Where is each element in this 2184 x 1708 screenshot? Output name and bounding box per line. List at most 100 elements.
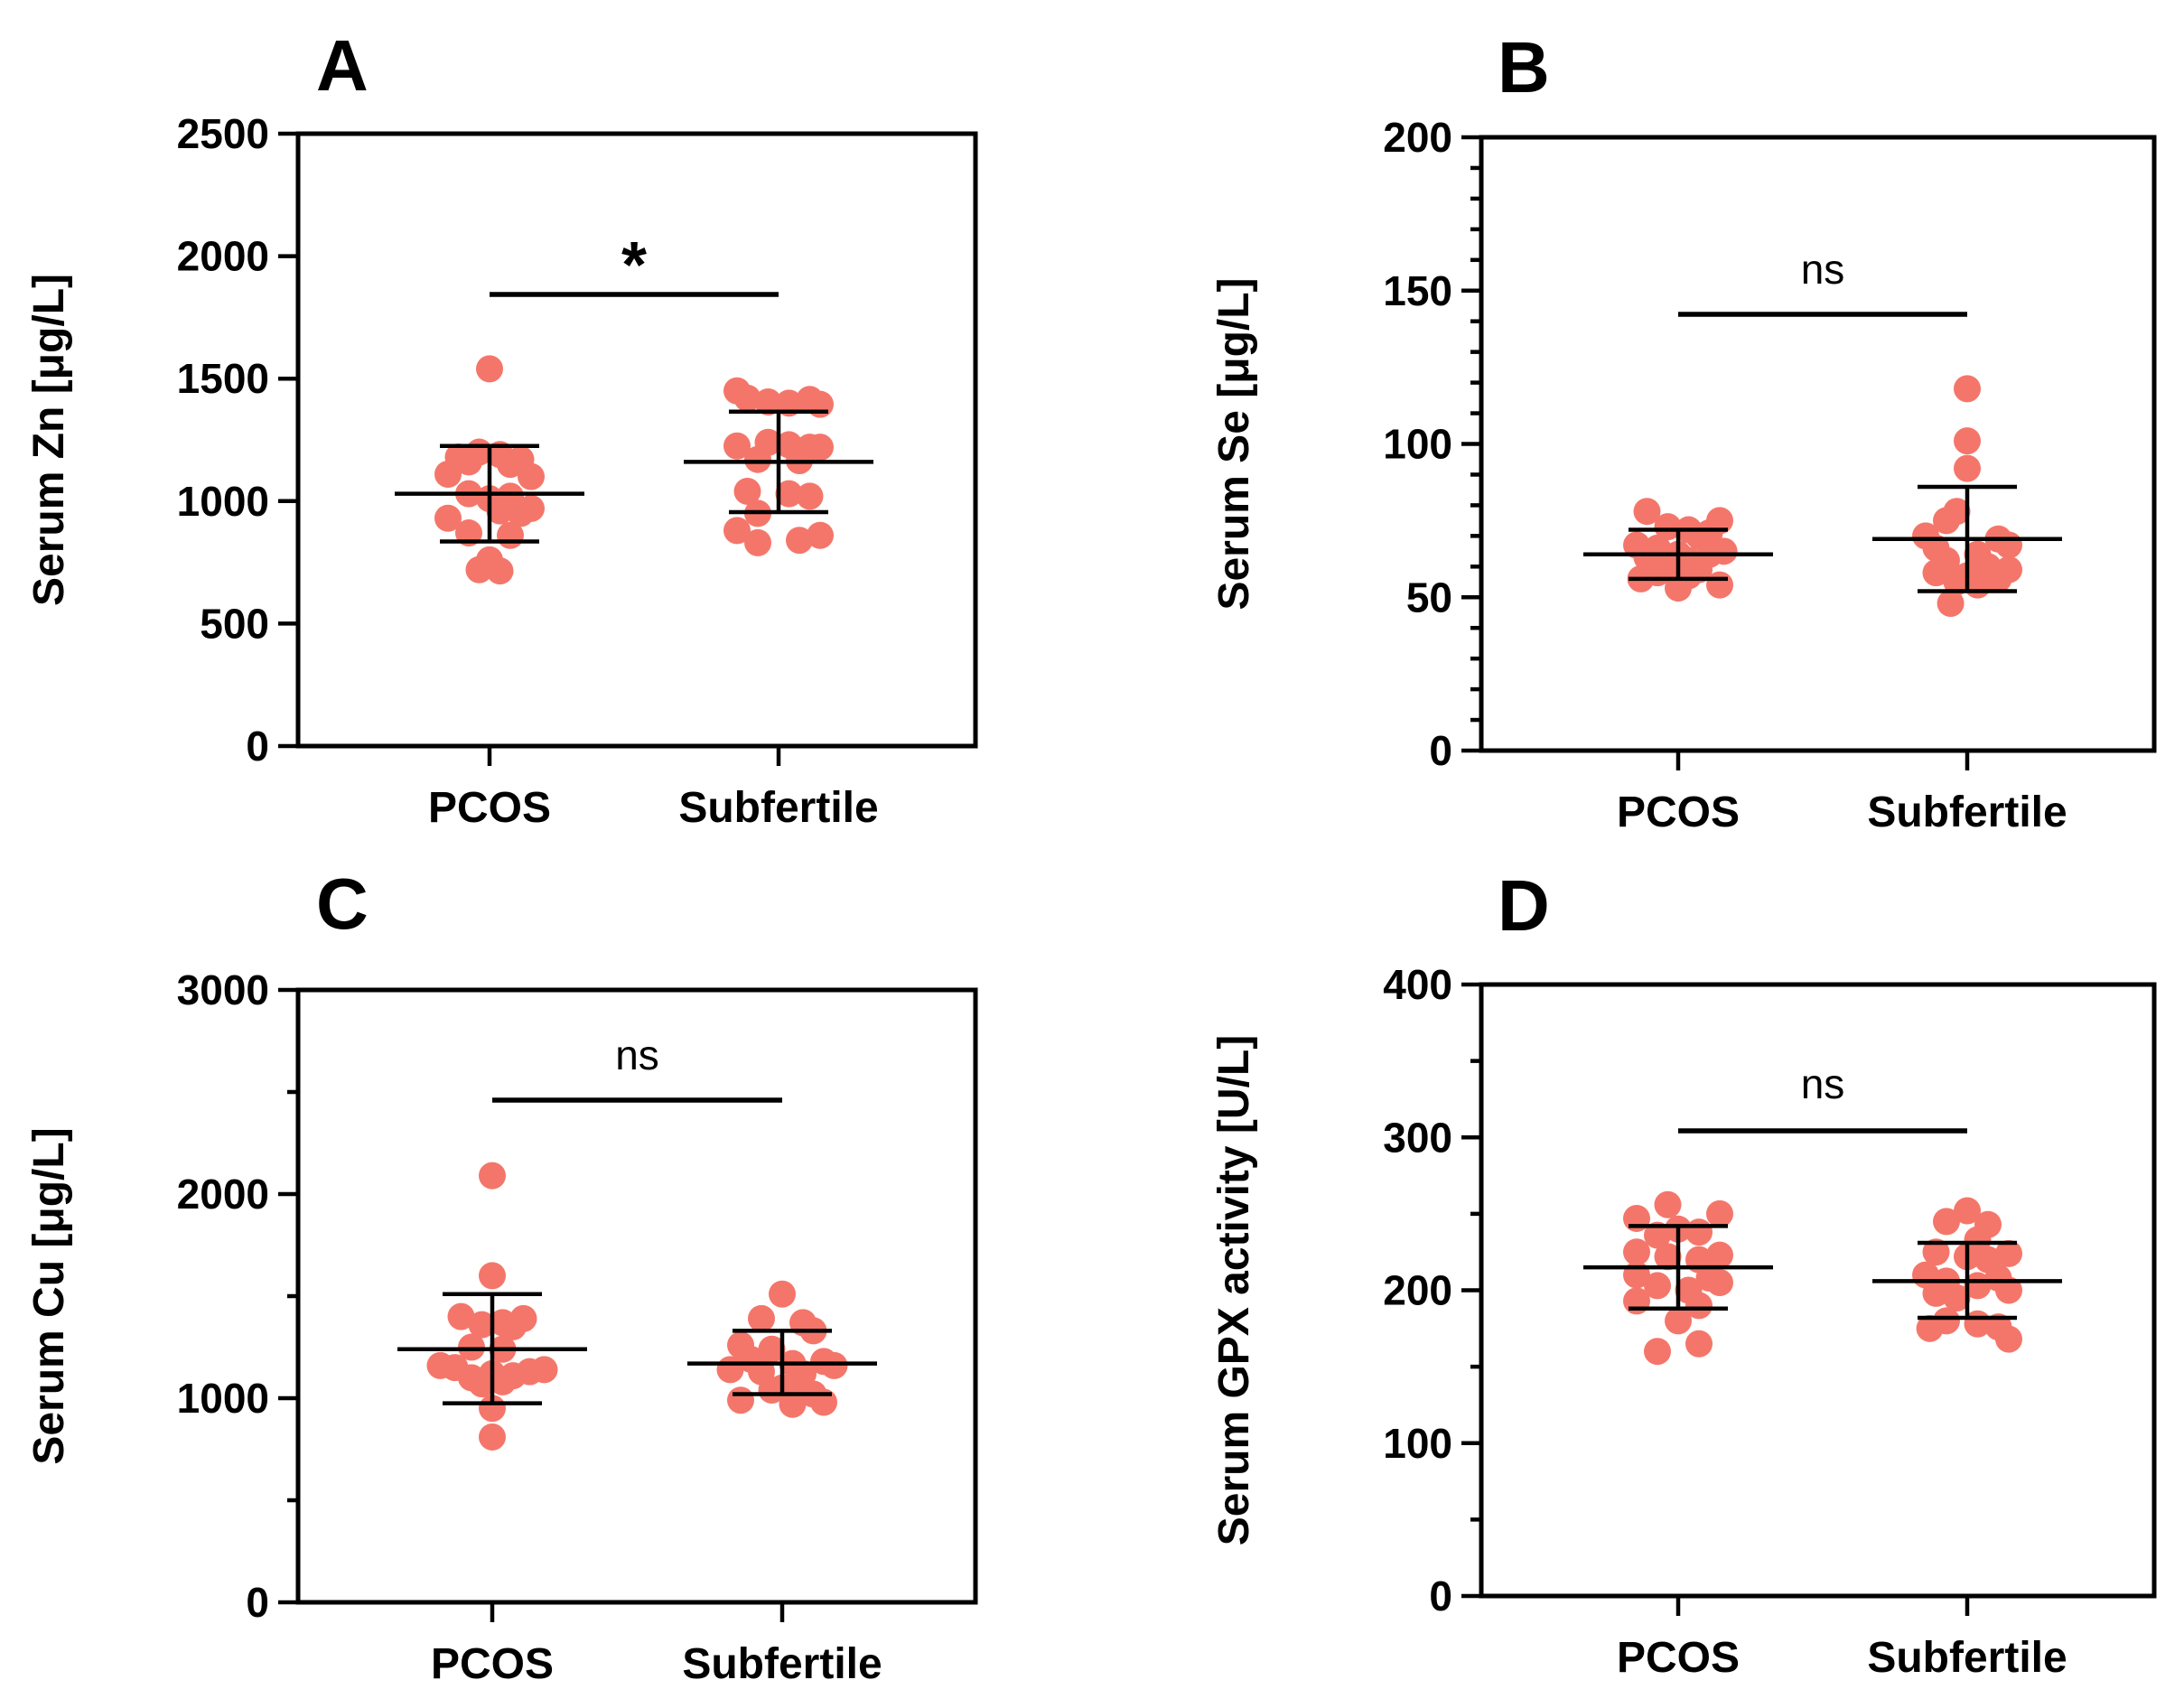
- data-point-pcos: [1644, 1221, 1671, 1249]
- data-point-subfertile: [1916, 1314, 1944, 1342]
- y-tick-label-a: 2500: [177, 110, 269, 157]
- data-point-subfertile: [723, 432, 751, 460]
- x-category-label-a: Subfertile: [678, 784, 878, 832]
- data-point-subfertile: [1943, 1283, 1971, 1311]
- y-tick-label-b: 100: [1383, 421, 1452, 468]
- y-axis-title-b: Serum Se [μg/L]: [1210, 277, 1258, 610]
- data-point-pcos: [468, 1370, 496, 1398]
- panel-letter-a: A: [316, 25, 369, 106]
- data-point-pcos: [468, 1311, 496, 1339]
- y-tick-label-c: 2000: [177, 1171, 269, 1218]
- data-point-pcos: [1633, 498, 1661, 526]
- y-tick-label-b: 0: [1429, 727, 1452, 774]
- data-point-subfertile: [1937, 590, 1965, 618]
- x-category-label-c: Subfertile: [682, 1640, 882, 1688]
- data-point-pcos: [479, 1423, 506, 1451]
- data-point-pcos: [1644, 1272, 1671, 1300]
- data-point-subfertile: [1922, 1279, 1950, 1307]
- data-point-pcos: [479, 1262, 506, 1290]
- data-point-pcos: [486, 557, 514, 585]
- data-point-subfertile: [1954, 454, 1981, 482]
- panel-b: 0 50 100 150 200 PCOS Subfertile Serum Se [μg/L…: [1210, 27, 2157, 836]
- data-point-pcos: [499, 1312, 527, 1340]
- y-tick-label-b: 50: [1406, 574, 1452, 621]
- data-point-subfertile: [779, 1390, 807, 1418]
- data-point-subfertile: [769, 1280, 796, 1308]
- data-point-subfertile: [1943, 568, 1971, 596]
- data-point-pcos: [507, 499, 535, 527]
- data-point-subfertile: [1933, 1208, 1960, 1236]
- y-tick-label-d: 300: [1383, 1114, 1452, 1161]
- y-tick-label-c: 1000: [177, 1375, 269, 1422]
- data-point-subfertile: [1995, 1239, 2022, 1267]
- data-point-subfertile: [1954, 427, 1981, 455]
- data-point-subfertile: [1964, 1272, 1992, 1300]
- x-category-label-c: PCOS: [431, 1640, 554, 1688]
- data-point-pcos: [1654, 1243, 1682, 1271]
- plot-frame-c: [295, 987, 978, 1605]
- panel-c: 0 1000 2000 3000 PCOS Subfertile Serum Cu [μg/…: [25, 863, 978, 1688]
- y-tick-label-a: 1000: [177, 478, 269, 525]
- data-point-pcos: [1706, 1199, 1733, 1227]
- y-axis-title-c: Serum Cu [μg/L]: [25, 1127, 73, 1464]
- y-tick-label-a: 0: [246, 723, 269, 770]
- data-point-pcos: [497, 521, 524, 549]
- data-point-pcos: [434, 504, 462, 532]
- data-point-pcos: [1665, 574, 1692, 602]
- data-point-subfertile: [1995, 1325, 2022, 1353]
- data-point-pcos: [1685, 1330, 1713, 1358]
- data-point-subfertile: [723, 517, 751, 545]
- y-tick-label-a: 2000: [177, 233, 269, 280]
- data-point-pcos: [1654, 513, 1682, 541]
- y-tick-label-b: 200: [1383, 114, 1452, 161]
- significance-label-c: ns: [615, 1031, 659, 1078]
- y-tick-label-c: 3000: [177, 966, 269, 1013]
- data-point-subfertile: [748, 1304, 775, 1332]
- y-axis-title-a: Serum Zn [μg/L]: [25, 274, 73, 606]
- data-point-subfertile: [786, 527, 813, 555]
- data-point-pcos: [486, 497, 514, 525]
- x-category-label-b: Subfertile: [1867, 789, 2067, 836]
- data-point-subfertile: [1954, 1197, 1981, 1225]
- data-point-subfertile: [1995, 531, 2022, 559]
- data-point-subfertile: [727, 1386, 754, 1414]
- data-point-pcos: [497, 451, 524, 479]
- data-point-subfertile: [733, 477, 761, 505]
- data-point-pcos: [1706, 571, 1733, 599]
- data-point-pcos: [1654, 1190, 1682, 1218]
- x-category-label-a: PCOS: [428, 784, 551, 832]
- data-point-pcos: [1685, 1292, 1713, 1320]
- data-point-subfertile: [820, 1351, 848, 1379]
- y-tick-label-d: 0: [1429, 1573, 1452, 1619]
- data-point-pcos: [479, 1162, 506, 1190]
- data-point-subfertile: [1922, 1238, 1950, 1266]
- plot-frame-a: [295, 131, 978, 749]
- significance-label-a: *: [621, 229, 647, 302]
- data-point-subfertile: [716, 1356, 744, 1384]
- data-point-pcos: [447, 1302, 475, 1330]
- data-point-pcos: [465, 555, 493, 583]
- panel-letter-d: D: [1498, 865, 1550, 946]
- data-point-subfertile: [775, 480, 803, 508]
- data-point-subfertile: [758, 1376, 786, 1404]
- panel-letter-c: C: [316, 863, 369, 944]
- data-point-pcos: [1644, 1338, 1671, 1366]
- data-point-subfertile: [796, 482, 824, 510]
- x-category-label-d: Subfertile: [1867, 1634, 2067, 1682]
- panel-letter-b: B: [1498, 27, 1550, 107]
- y-tick-label-c: 0: [246, 1579, 269, 1626]
- data-point-pcos: [476, 355, 503, 383]
- y-tick-label-d: 400: [1383, 961, 1452, 1008]
- y-axis-title-d: Serum GPX activity [U/L]: [1210, 1035, 1258, 1545]
- y-tick-label-a: 500: [200, 600, 269, 647]
- data-point-pcos: [434, 460, 462, 488]
- y-tick-label-d: 100: [1383, 1420, 1452, 1467]
- y-tick-label-d: 200: [1383, 1267, 1452, 1314]
- data-point-pcos: [1685, 1218, 1713, 1246]
- data-point-pcos: [458, 1333, 485, 1361]
- y-tick-label-a: 1500: [177, 355, 269, 402]
- x-category-label-b: PCOS: [1617, 789, 1740, 836]
- data-point-subfertile: [733, 384, 761, 412]
- plot-frame-b: [1479, 135, 2157, 753]
